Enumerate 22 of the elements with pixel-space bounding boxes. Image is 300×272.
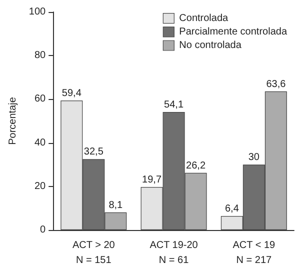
y-tick-label: 80 xyxy=(34,50,46,62)
legend-label: No controlada xyxy=(179,40,242,51)
data-label: 32,5 xyxy=(84,146,104,158)
data-label: 54,1 xyxy=(164,100,184,111)
data-label: 26,2 xyxy=(186,160,206,172)
data-label: 19,7 xyxy=(142,174,162,186)
data-label: 8,1 xyxy=(108,200,124,211)
y-tick-label: 0 xyxy=(40,224,46,236)
y-tick-label: 40 xyxy=(34,137,46,148)
data-label: 6,4 xyxy=(224,204,240,215)
legend-label: Controlada xyxy=(179,12,229,24)
data-label: 59,4 xyxy=(62,88,82,100)
y-tick-label: 60 xyxy=(34,94,46,105)
legend-label: Parcialmente controlada xyxy=(179,26,288,38)
data-label: 30 xyxy=(248,152,260,164)
x-tick-label: ACT > 20 N = 151 xyxy=(72,240,116,266)
x-tick-label: ACT < 19 N = 217 xyxy=(232,240,276,266)
y-axis-title: Porcentaje xyxy=(8,96,18,145)
y-tick-label: 20 xyxy=(34,180,46,192)
x-tick-label: ACT 19-20 N = 61 xyxy=(150,240,198,266)
y-tick-label: 100 xyxy=(28,6,46,18)
data-label: 63,6 xyxy=(266,78,286,90)
